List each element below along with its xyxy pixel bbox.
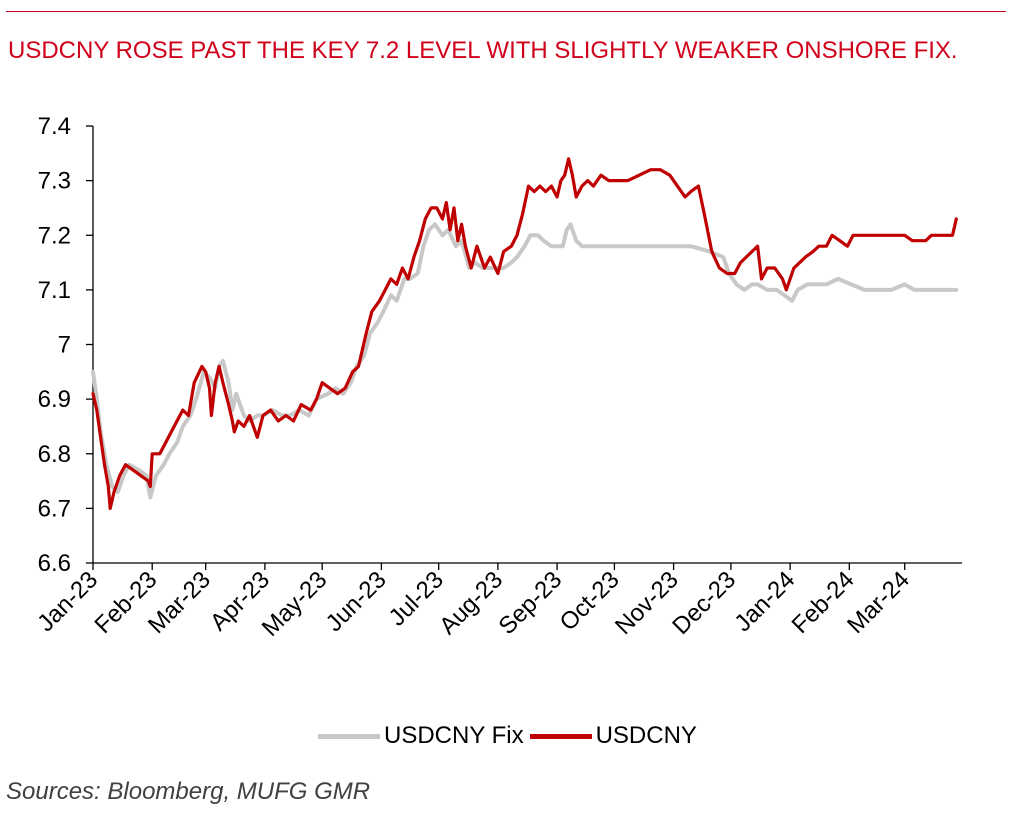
y-tick-label: 6.7: [38, 495, 71, 522]
x-tick-label: Jun-23: [321, 566, 392, 637]
x-tick-label: Feb-24: [787, 566, 860, 639]
y-tick-label: 6.6: [38, 550, 71, 577]
legend-swatch-fix: [318, 733, 380, 739]
y-tick-label: 6.9: [38, 386, 71, 413]
x-tick-label: Jan-24: [729, 566, 800, 637]
x-tick-label: Sep-23: [494, 566, 568, 640]
axes: 6.66.76.86.977.17.27.37.4Jan-23Feb-23Mar…: [32, 113, 962, 642]
legend-item-spot: USDCNY: [529, 722, 697, 750]
legend-label-spot: USDCNY: [595, 722, 697, 749]
x-tick-label: Dec-23: [667, 566, 741, 640]
y-tick-label: 7.4: [38, 113, 71, 140]
legend-label-fix: USDCNY Fix: [384, 722, 524, 749]
chart-title: USDCNY ROSE PAST THE KEY 7.2 LEVEL WITH …: [8, 37, 958, 64]
plot-lines: [91, 157, 959, 510]
series-line-spot: [91, 157, 958, 510]
x-tick-label: Mar-24: [842, 566, 915, 639]
y-tick-label: 7.3: [38, 168, 71, 195]
legend: USDCNY Fix USDCNY: [318, 722, 703, 750]
y-tick-label: 7.1: [38, 277, 71, 304]
x-tick-label: May-23: [257, 566, 333, 642]
x-tick-label: Aug-23: [434, 566, 508, 640]
y-tick-label: 7: [58, 332, 71, 359]
source-note: Sources: Bloomberg, MUFG GMR: [6, 778, 371, 805]
legend-swatch-spot: [529, 733, 592, 739]
series-line-fix: [91, 222, 959, 500]
y-tick-label: 7.2: [38, 222, 71, 249]
x-tick-label: Nov-23: [610, 566, 684, 640]
y-tick-label: 6.8: [38, 441, 71, 468]
title-rule: [6, 11, 1006, 12]
legend-item-fix: USDCNY Fix: [318, 722, 524, 750]
